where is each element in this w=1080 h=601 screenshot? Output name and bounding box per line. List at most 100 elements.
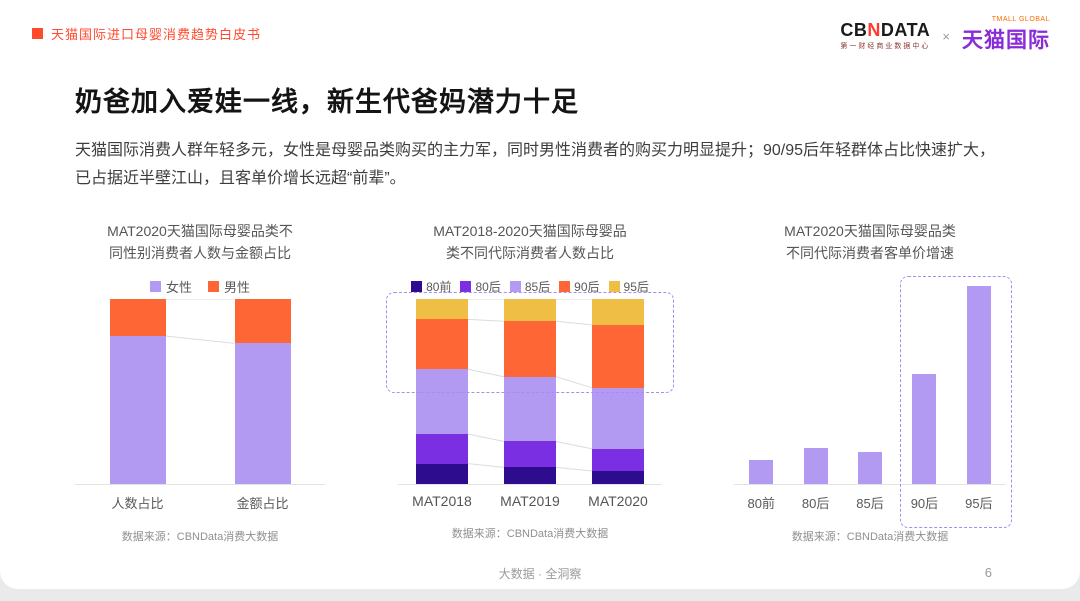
bar-segment [504,467,556,484]
x-axis-labels: 80前 80后 85后 90后 95后 [734,493,1006,512]
bar-segment [416,434,468,464]
stacked-bar [109,299,166,484]
tmall-global-logo: TMALL GLOBAL 天猫国际 [962,16,1050,54]
legend-swatch-icon [411,280,423,292]
bar-segment [234,343,291,484]
bar-segment [416,463,468,484]
cbndata-part3: DATA [880,20,931,41]
legend-item: 80后 [460,278,501,295]
cbndata-tagline: 第一财经商业数据中心 [840,43,931,51]
value-bar [749,460,774,484]
chart-title: MAT2020天猫国际母婴品类不同代际消费者客单价增速 [784,223,956,261]
value-bar [966,286,991,484]
x-label: 85后 [856,496,884,511]
cbndata-wordmark: CBNDATA [840,20,931,41]
legend-item: 90后 [559,278,600,295]
legend-swatch-icon [149,280,161,292]
bar-segment [592,471,644,484]
bars [398,299,662,484]
plot-area [386,292,674,485]
data-source: 数据来源：CBNData消费大数据 [451,528,609,540]
legend-swatch-icon [559,280,571,292]
chart-gender-share: MAT2020天猫国际母婴品类不同性别消费者人数与金额占比 女性 男性 人数占比 金… [64,221,336,544]
stacked-bar [504,299,556,484]
x-label: 80前 [747,496,775,511]
bar-segment [504,299,556,322]
x-axis-labels: MAT2018 MAT2019 MAT2020 [398,493,662,509]
chart-title: MAT2018-2020天猫国际母婴品类不同代际消费者人数占比 [433,223,627,261]
logo-group: CBNDATA 第一财经商业数据中心 × TMALL GLOBAL 天猫国际 [840,16,1050,54]
bar-segment [592,387,644,449]
footer-slogan: 大数据 · 全洞察 [498,567,582,581]
legend-swatch-icon [608,280,620,292]
doc-badge: 天猫国际进口母婴消费趋势白皮书 [32,24,261,43]
bar-segment [504,321,556,377]
x-label: MAT2020 [588,493,648,509]
legend-item: 95后 [608,278,649,295]
chart-price-growth: MAT2020天猫国际母婴品类不同代际消费者客单价增速 80前 80后 85后 90后… [724,221,1016,544]
x-label: MAT2018 [412,493,472,509]
legend-label: 80后 [475,279,501,294]
footer: 大数据 · 全洞察 6 [0,565,1080,582]
legend-label: 90后 [574,279,600,294]
bar-segment [592,324,644,388]
bars [75,299,325,484]
cbndata-logo: CBNDATA 第一财经商业数据中心 [840,20,931,51]
bar-segment [416,299,468,320]
legend: 80前 80后 85后 90后 95后 [380,273,680,299]
x-label: 金额占比 [236,496,289,511]
legend-label: 女性 [165,279,192,295]
x-axis-labels: 人数占比 金额占比 [75,493,325,512]
legend-label: 男性 [224,279,251,295]
x-label: MAT2019 [500,493,560,509]
bar-segment [592,448,644,472]
bar-segment [109,299,166,336]
page-number: 6 [984,565,992,580]
data-source: 数据来源：CBNData消费大数据 [791,531,949,543]
stacked-bar [592,299,644,484]
bar-segment [416,319,468,370]
legend-swatch-icon [509,280,521,292]
legend-item: 女性 [149,277,192,296]
x-label: 80后 [801,496,830,511]
bar-segment [234,299,291,344]
plot-area [734,284,1006,485]
bar-segment [592,299,644,325]
legend: 女性 男性 [64,273,336,299]
legend-label: 85后 [524,279,551,294]
chart-title: MAT2020天猫国际母婴品类不同性别消费者人数与金额占比 [107,223,293,261]
doc-title: 天猫国际进口母婴消费趋势白皮书 [51,27,262,42]
chart-generation-share: MAT2018-2020天猫国际母婴品类不同代际消费者人数占比 80前 80后 85… [380,221,680,541]
bar-segment [109,336,166,484]
cbndata-part2: N [867,20,881,41]
stacked-bar [234,299,291,484]
value-bar [857,452,882,484]
data-source: 数据来源：CBNData消费大数据 [121,531,279,543]
tmall-global-tagline: TMALL GLOBAL [991,16,1050,23]
x-label: 95后 [965,496,993,511]
bar-segment [504,376,556,442]
multiply-icon: × [942,28,950,44]
x-label: 人数占比 [111,496,164,511]
tmall-global-wordmark: 天猫国际 [962,29,1050,52]
legend-item: 80前 [411,278,451,295]
legend-item: 85后 [509,278,551,295]
legend-item: 男性 [208,277,250,296]
x-label: 90后 [910,496,939,511]
bars [734,284,1006,484]
bar-segment [416,369,468,435]
legend-swatch-icon [460,280,472,292]
square-bullet-icon [32,28,43,39]
summary-paragraph: 天猫国际消费人群年轻多元，女性是母婴品类购买的主力军，同时男性消费者的购买力明显… [75,142,996,187]
legend-label: 95后 [623,279,649,294]
value-bar [912,374,937,484]
value-bar [803,448,828,484]
page-title: 奶爸加入爱娃一线，新生代爸妈潜力十足 [75,87,579,117]
header: 天猫国际进口母婴消费趋势白皮书 CBNDATA 第一财经商业数据中心 × TMA… [0,0,1080,54]
legend-label: 80前 [426,279,452,294]
charts-row: MAT2020天猫国际母婴品类不同性别消费者人数与金额占比 女性 男性 人数占比 金… [64,221,1016,544]
legend-swatch-icon [208,280,219,292]
cbndata-part1: CB [840,20,868,41]
